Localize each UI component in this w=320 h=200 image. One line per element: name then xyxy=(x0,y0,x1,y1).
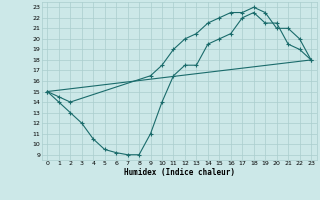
X-axis label: Humidex (Indice chaleur): Humidex (Indice chaleur) xyxy=(124,168,235,177)
